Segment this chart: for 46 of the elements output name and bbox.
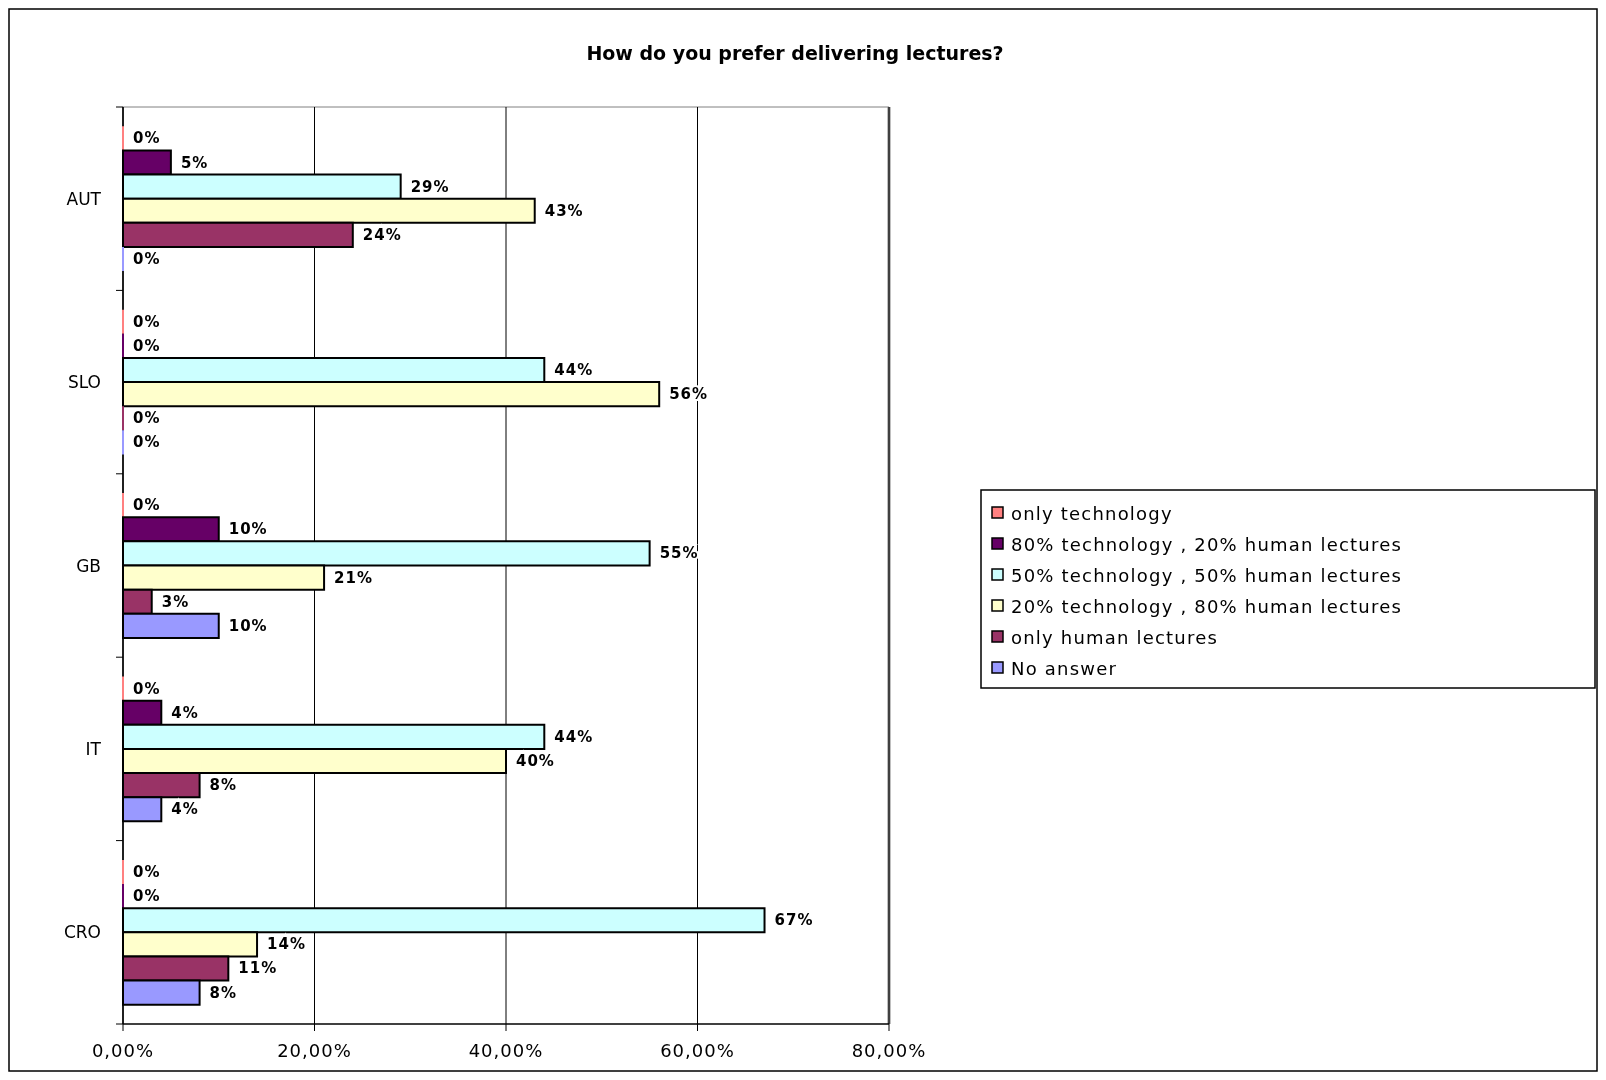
y-tick-label: CRO <box>63 922 101 943</box>
legend-label: 80% technology , 20% human lectures <box>1011 534 1402 555</box>
x-tick-label: 40,00% <box>468 1040 544 1061</box>
data-label: 0% <box>133 887 161 906</box>
legend-label: only technology <box>1011 503 1173 524</box>
data-label: 24% <box>362 225 402 244</box>
data-label: 3% <box>161 592 190 611</box>
legend-label: 50% technology , 50% human lectures <box>1011 565 1402 586</box>
data-label: 21% <box>334 568 373 587</box>
data-label: 10% <box>228 616 268 635</box>
legend-label: No answer <box>1011 658 1118 679</box>
x-tick-label: 60,00% <box>660 1040 735 1061</box>
data-label: 8% <box>209 776 238 795</box>
data-label: 0% <box>133 129 161 148</box>
data-label: 40% <box>516 751 555 770</box>
data-label: 4% <box>171 800 199 819</box>
chart-title: How do you prefer delivering lectures? <box>586 42 1004 64</box>
data-label: 5% <box>180 153 209 172</box>
data-label: 4% <box>171 703 199 722</box>
data-label: 67% <box>774 911 814 930</box>
data-label: 0% <box>133 250 161 269</box>
data-label: 10% <box>228 520 268 539</box>
data-label: 29% <box>410 177 450 196</box>
data-label: 0% <box>133 679 161 698</box>
legend-label: 20% technology , 80% human lectures <box>1011 596 1402 617</box>
y-tick-label: AUT <box>66 188 102 209</box>
y-tick-label: SLO <box>67 372 101 393</box>
data-label: 14% <box>267 935 306 954</box>
y-tick-label: IT <box>85 738 102 759</box>
data-label: 0% <box>133 336 161 355</box>
data-label: 0% <box>133 433 161 452</box>
data-label: 8% <box>209 983 238 1002</box>
data-label: 43% <box>544 201 584 220</box>
data-label: 44% <box>554 361 594 380</box>
x-tick-label: 20,00% <box>277 1040 352 1061</box>
data-label: 44% <box>554 727 594 746</box>
legend-label: only human lectures <box>1011 627 1219 648</box>
data-label: 0% <box>133 496 161 515</box>
data-label: 11% <box>238 959 278 978</box>
data-label: 0% <box>133 862 161 881</box>
x-tick-label: 80,00% <box>851 1040 927 1061</box>
data-label: 0% <box>133 409 161 428</box>
y-tick-label: GB <box>76 555 101 576</box>
data-label: 55% <box>659 544 699 563</box>
data-label: 0% <box>133 312 161 331</box>
x-tick-label: 0,00% <box>91 1040 155 1061</box>
